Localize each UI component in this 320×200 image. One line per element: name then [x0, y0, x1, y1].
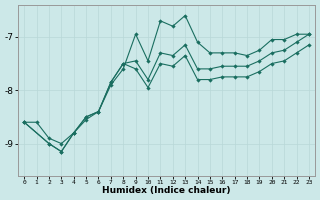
- X-axis label: Humidex (Indice chaleur): Humidex (Indice chaleur): [102, 186, 231, 195]
